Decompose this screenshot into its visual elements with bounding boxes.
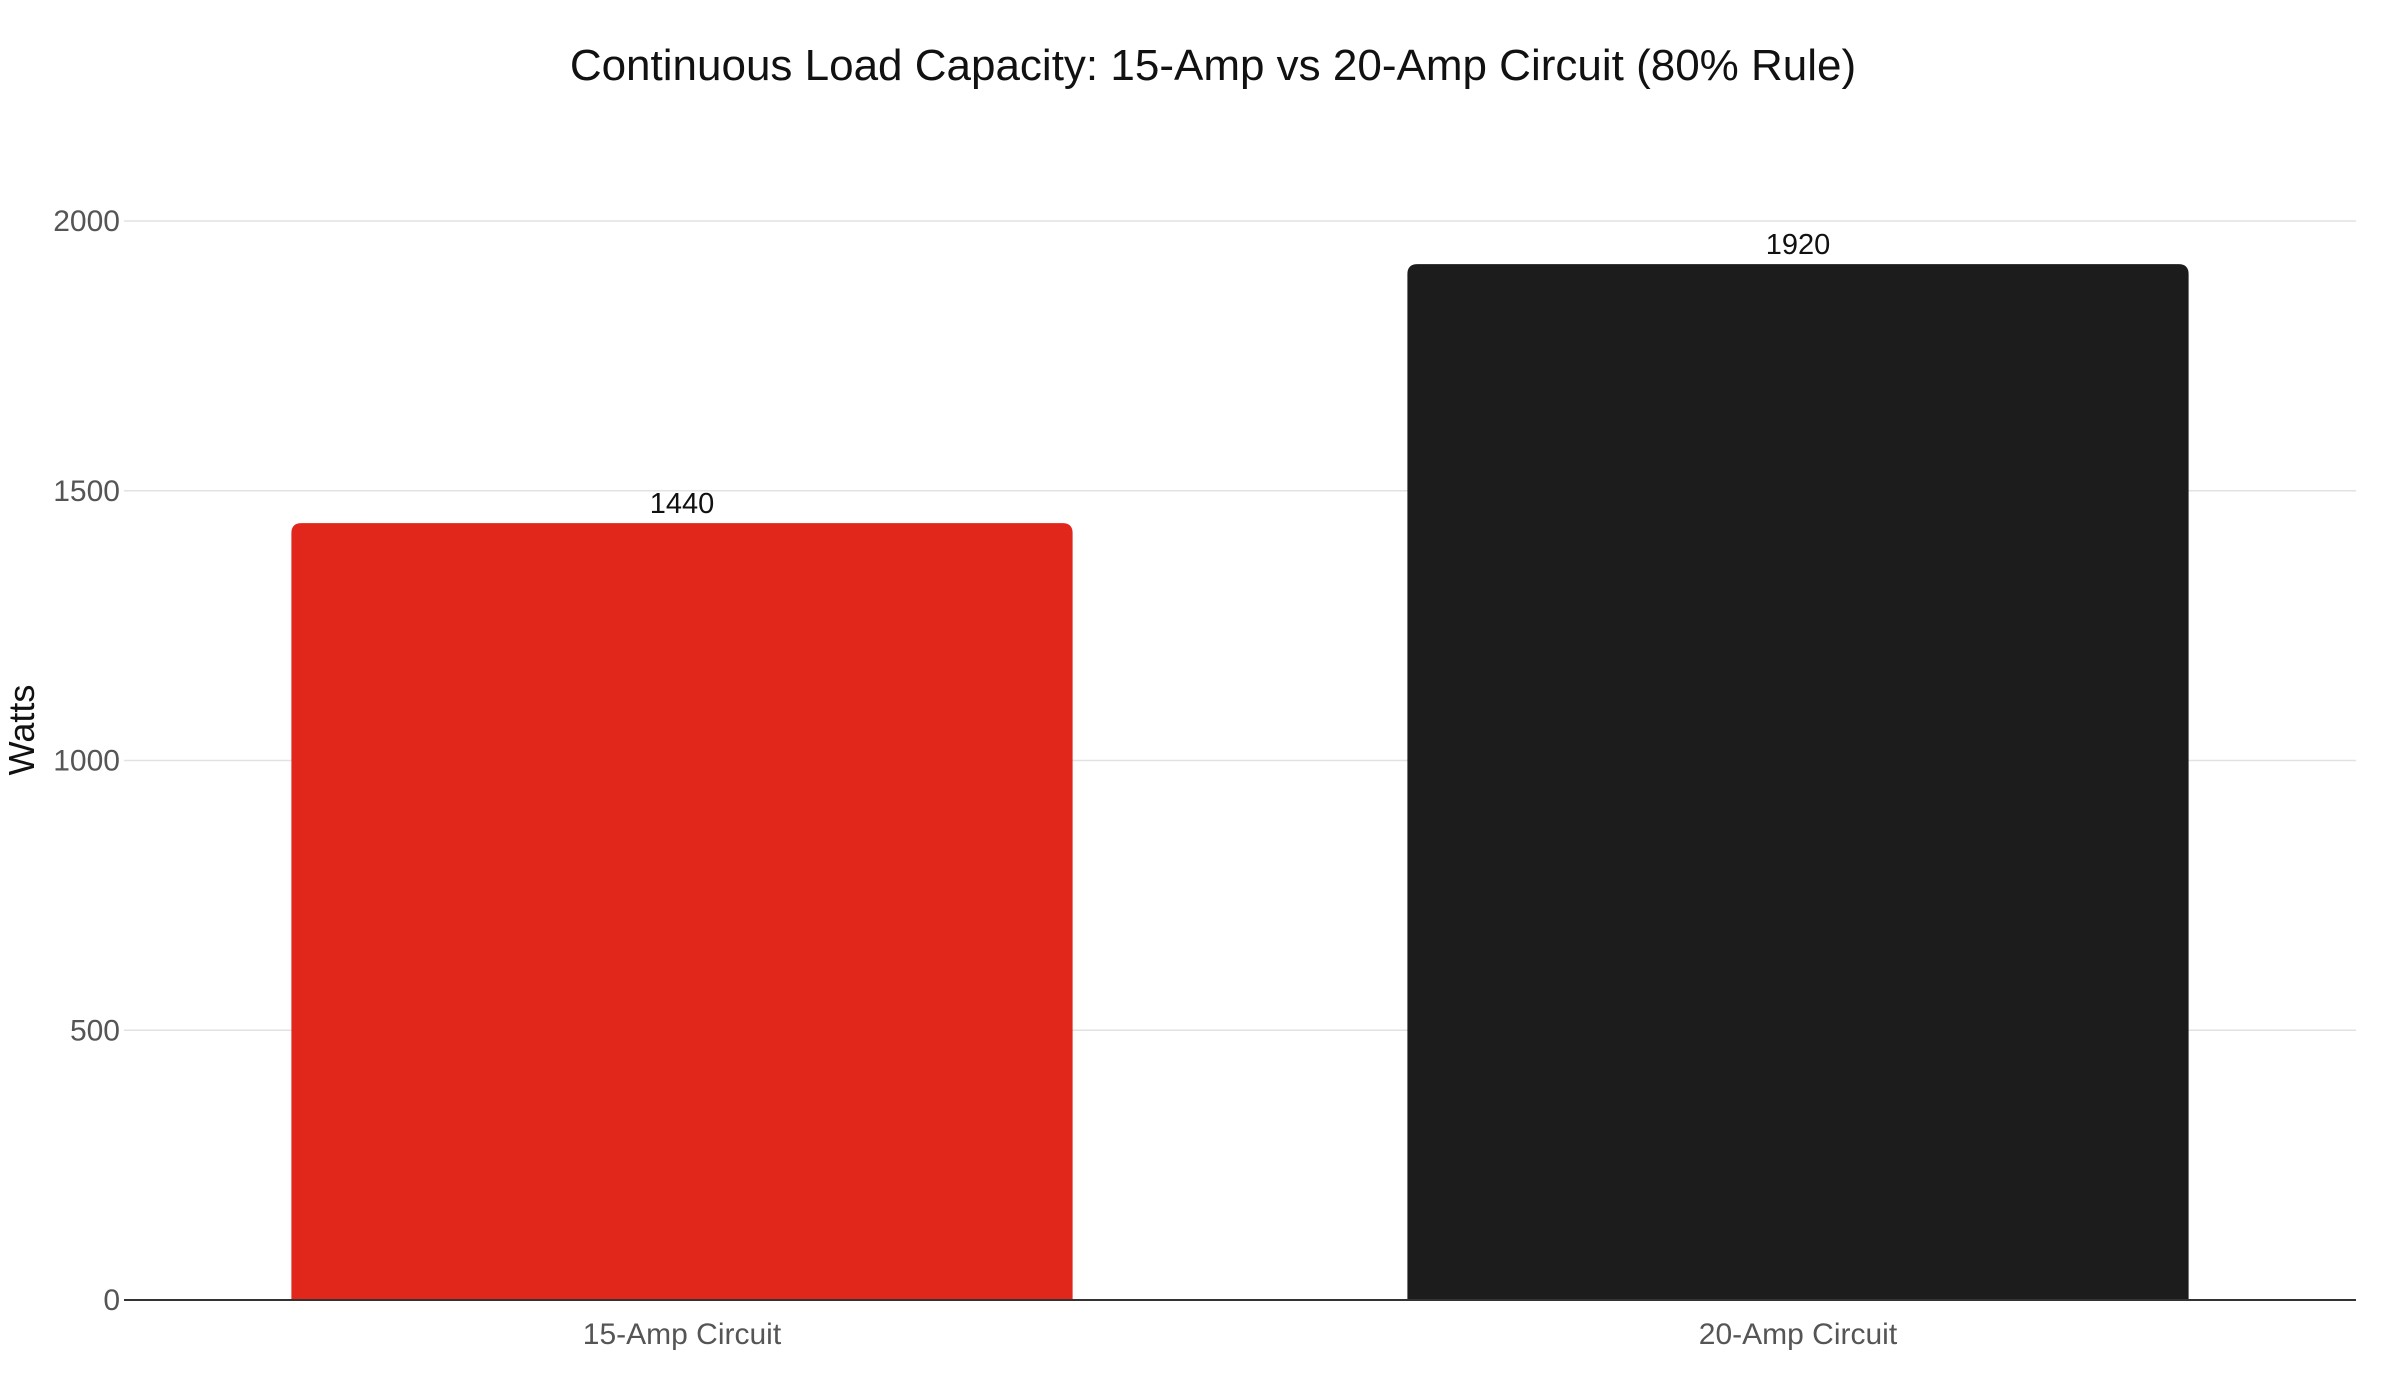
y-axis-label: Watts xyxy=(1,685,42,776)
y-tick-label: 2000 xyxy=(53,205,120,238)
y-tick-label: 1000 xyxy=(53,745,120,778)
x-axis-ticks: 15-Amp Circuit 20-Amp Circuit xyxy=(583,1318,1898,1351)
bar-20-amp-circuit xyxy=(1407,264,2189,1300)
y-tick-label: 1500 xyxy=(53,475,120,508)
y-tick-label: 500 xyxy=(70,1014,120,1047)
y-axis-ticks: 0 500 1000 1500 2000 xyxy=(53,205,120,1317)
bar-value-label: 1440 xyxy=(650,488,715,520)
y-tick-label: 0 xyxy=(103,1284,120,1317)
x-tick-label: 15-Amp Circuit xyxy=(583,1318,782,1351)
chart-title: Continuous Load Capacity: 15-Amp vs 20-A… xyxy=(570,41,1856,90)
bars xyxy=(291,264,2189,1300)
bar-value-labels: 1440 1920 xyxy=(650,229,1831,520)
x-tick-label: 20-Amp Circuit xyxy=(1699,1318,1898,1351)
bar-value-label: 1920 xyxy=(1766,229,1831,261)
bar-15-amp-circuit xyxy=(291,523,1073,1300)
